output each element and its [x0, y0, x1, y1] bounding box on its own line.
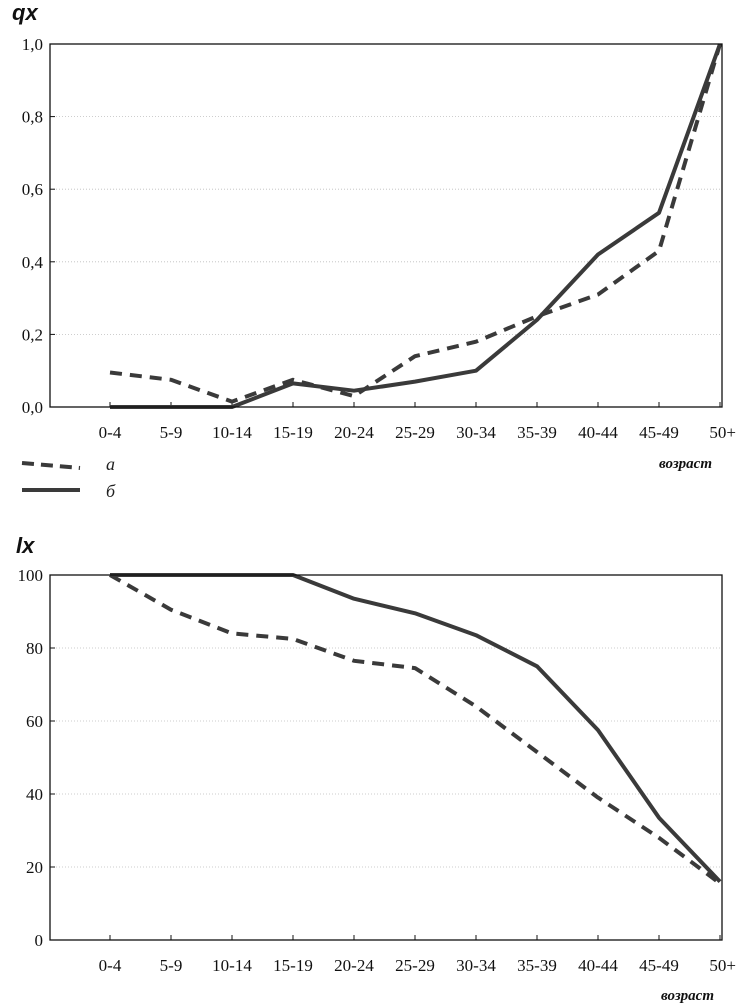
chart-qx-x-tick-label: 45-49 — [639, 423, 679, 442]
chart-lx-y-ticks: 0 20 40 60 80 100 — [18, 566, 55, 950]
legend-label-a: а — [106, 454, 115, 474]
chart-lx-x-ticks: 0-4 5-9 10-14 15-19 20-24 25-29 30-34 35-39 40-4… — [99, 935, 736, 975]
chart-qx-x-tick-label: 30-34 — [456, 423, 496, 442]
chart-lx-x-tick-label: 20-24 — [334, 956, 374, 975]
chart-lx-x-tick-label: 10-14 — [212, 956, 252, 975]
chart-qx-frame — [49, 43, 723, 408]
chart-qx-y-tick-label: 1,0 — [22, 35, 43, 54]
chart-qx-x-tick-label: 25-29 — [395, 423, 435, 442]
legend-label-b: б — [106, 481, 116, 501]
chart-lx-y-tick-label: 20 — [26, 858, 43, 877]
chart-lx-x-tick-label: 30-34 — [456, 956, 496, 975]
chart-lx-y-tick-label: 40 — [26, 785, 43, 804]
chart-qx-x-tick-label: 10-14 — [212, 423, 252, 442]
chart-qx-x-tick-label: 35-39 — [517, 423, 557, 442]
chart-lx-x-tick-label: 35-39 — [517, 956, 557, 975]
legend: а б — [21, 454, 116, 501]
chart-lx-series-a-dashed — [109, 573, 722, 886]
chart-qx-x-tick-label: 5-9 — [160, 423, 183, 442]
chart-lx-gridlines — [50, 647, 722, 868]
chart-lx-y-tick-label: 100 — [18, 566, 44, 585]
chart-qx-series — [109, 43, 722, 409]
chart-qx-x-tick-label: 40-44 — [578, 423, 618, 442]
chart-lx-x-axis-label: возраст — [661, 988, 714, 1004]
chart-qx-series-b-solid — [110, 43, 722, 409]
chart-lx-frame — [49, 574, 723, 941]
chart-qx-x-ticks: 0-4 5-9 10-14 15-19 20-24 25-29 30-34 35-39 40-4… — [99, 402, 736, 442]
chart-qx-title: qx — [12, 0, 38, 25]
chart-lx-x-tick-label: 40-44 — [578, 956, 618, 975]
chart-lx: lx 0 20 40 60 80 100 0-4 5-9 10-14 15-19 20-24 25-… — [16, 533, 736, 1004]
chart-qx-x-tick-label: 0-4 — [99, 423, 122, 442]
chart-qx: qx 0,0 0,2 0,4 0,6 0,8 1,0 0-4 5-9 10-14 15-19 20… — [12, 0, 736, 472]
chart-qx-x-tick-label: 20-24 — [334, 423, 374, 442]
legend-swatch-dashed — [21, 461, 81, 470]
chart-lx-x-tick-label: 5-9 — [160, 956, 183, 975]
chart-qx-x-tick-label: 50+ — [709, 423, 736, 442]
chart-lx-x-tick-label: 15-19 — [273, 956, 313, 975]
chart-lx-y-tick-label: 0 — [35, 931, 44, 950]
chart-lx-x-tick-label: 0-4 — [99, 956, 122, 975]
chart-qx-y-ticks: 0,0 0,2 0,4 0,6 0,8 1,0 — [22, 35, 55, 417]
chart-lx-x-tick-label: 50+ — [709, 956, 736, 975]
chart-lx-title: lx — [16, 533, 35, 558]
chart-lx-y-tick-label: 60 — [26, 712, 43, 731]
chart-qx-y-tick-label: 0,0 — [22, 398, 43, 417]
chart-qx-x-tick-label: 15-19 — [273, 423, 313, 442]
chart-lx-series — [109, 573, 722, 886]
chart-qx-gridlines — [50, 116, 722, 335]
chart-qx-y-tick-label: 0,8 — [22, 108, 43, 127]
chart-qx-y-tick-label: 0,2 — [22, 325, 43, 344]
chart-qx-series-a-dashed — [109, 43, 722, 404]
chart-qx-y-tick-label: 0,4 — [22, 253, 44, 272]
chart-qx-x-axis-label: возраст — [659, 456, 712, 472]
chart-lx-x-tick-label: 25-29 — [395, 956, 435, 975]
chart-qx-y-tick-label: 0,6 — [22, 180, 43, 199]
chart-lx-y-tick-label: 80 — [26, 639, 43, 658]
chart-lx-x-tick-label: 45-49 — [639, 956, 679, 975]
